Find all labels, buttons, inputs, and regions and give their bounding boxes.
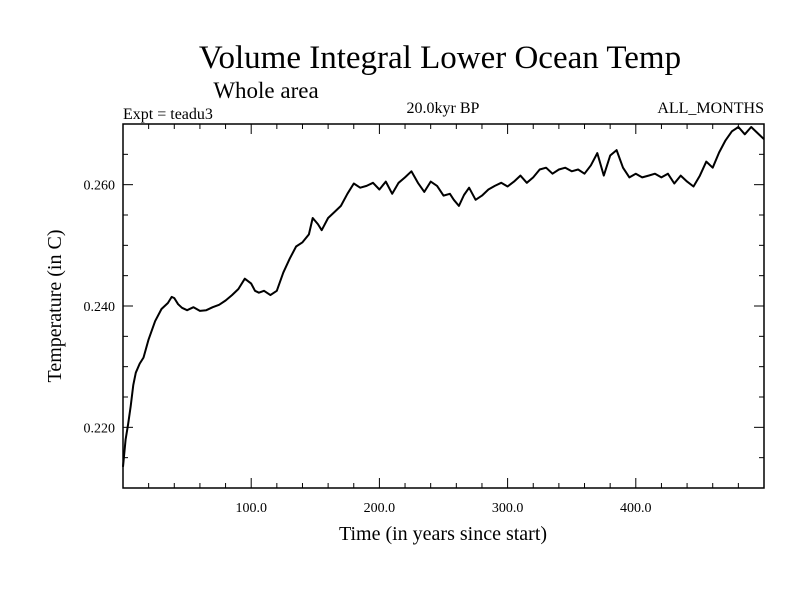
x-tick-label: 100.0: [235, 501, 267, 516]
x-axis-label: Time (in years since start): [339, 523, 547, 545]
series-line-teadu3: [122, 126, 765, 467]
axis-ticks: [123, 124, 764, 488]
y-tick-label: 0.220: [84, 421, 116, 436]
period-label: 20.0kyr BP: [407, 100, 480, 117]
y-tick-label: 0.260: [84, 179, 116, 194]
x-tick-label: 200.0: [364, 501, 396, 516]
x-tick-label: 400.0: [620, 501, 652, 516]
plot-frame: [122, 123, 765, 489]
months-label: ALL_MONTHS: [657, 100, 764, 117]
y-tick-label: 0.240: [84, 300, 116, 315]
chart-subtitle: Whole area: [213, 78, 318, 103]
chart-title: Volume Integral Lower Ocean Temp: [199, 40, 681, 76]
y-axis-label: Temperature (in C): [44, 230, 66, 383]
experiment-label: Expt = teadu3: [123, 106, 213, 123]
x-tick-label: 300.0: [492, 501, 524, 516]
tick-labels: 100.0 200.0 300.0 400.0 0.220 0.240 0.260: [84, 179, 652, 516]
